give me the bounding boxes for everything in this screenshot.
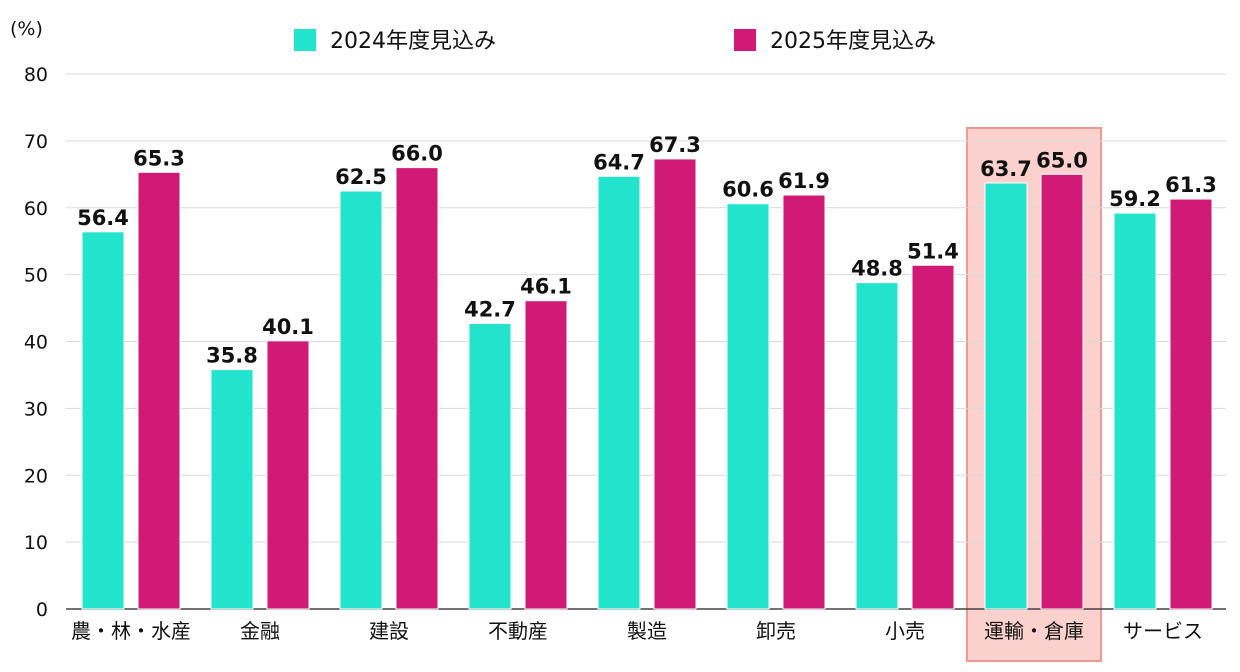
bar-series2 [266, 340, 310, 610]
legend-label: 2025年度見込み [770, 29, 936, 54]
value-label: 56.4 [77, 206, 129, 230]
value-label: 63.7 [980, 157, 1032, 181]
y-tick-label: 30 [24, 398, 48, 420]
bar-series1 [210, 369, 254, 610]
value-label: 60.6 [722, 178, 774, 202]
value-label: 46.1 [520, 275, 572, 299]
value-label: 40.1 [262, 315, 314, 339]
value-label: 65.0 [1036, 148, 1088, 172]
category-label: 製造 [627, 619, 667, 643]
bar-series1 [468, 322, 512, 610]
legend-swatch [294, 29, 316, 51]
value-label: 48.8 [851, 257, 903, 281]
y-tick-label: 60 [24, 198, 48, 220]
value-label: 67.3 [649, 133, 701, 157]
bar-series2 [911, 264, 955, 610]
bar-series2 [1169, 198, 1213, 610]
bar-series1 [81, 231, 125, 610]
bar-series2 [137, 171, 181, 610]
value-label: 35.8 [206, 344, 258, 368]
bar-series2 [782, 194, 826, 610]
bar-series2 [395, 167, 439, 610]
gridlines [66, 73, 1226, 610]
legend-label: 2024年度見込み [330, 29, 496, 54]
value-label: 61.3 [1165, 173, 1217, 197]
value-label: 61.9 [778, 169, 830, 193]
value-label: 59.2 [1109, 187, 1161, 211]
category-label: サービス [1123, 619, 1203, 643]
bar-series1 [339, 190, 383, 610]
value-label: 64.7 [593, 150, 645, 174]
category-label: 小売 [885, 619, 925, 643]
value-label: 51.4 [907, 239, 959, 263]
value-label: 42.7 [464, 297, 516, 321]
y-axis-unit-label: (%) [10, 18, 43, 40]
legend-swatch [734, 29, 756, 51]
bar-series1 [726, 203, 770, 610]
legend: 2024年度見込み 2025年度見込み [294, 29, 936, 54]
value-label: 66.0 [391, 142, 443, 166]
category-label: 運輸・倉庫 [984, 619, 1084, 643]
bar-series1 [1113, 212, 1157, 610]
category-label: 建設 [369, 619, 409, 643]
y-tick-label: 50 [24, 265, 48, 287]
bar-series2 [653, 158, 697, 610]
category-label: 農・林・水産 [71, 619, 191, 643]
bar-series2 [524, 300, 568, 610]
bar-series1 [855, 282, 899, 610]
category-label: 金融 [240, 619, 280, 643]
value-label: 65.3 [133, 146, 185, 170]
x-axis-categories: 農・林・水産 金融 建設 不動産 製造 卸売 小売 運輸・倉庫 サービス [71, 619, 1203, 643]
bars [81, 158, 1213, 610]
y-tick-label: 80 [24, 64, 48, 86]
y-axis-ticks: 0 10 20 30 40 50 60 70 80 [24, 64, 48, 621]
value-label: 62.5 [335, 165, 387, 189]
category-label: 不動産 [488, 619, 548, 643]
y-tick-label: 0 [36, 599, 48, 621]
y-tick-label: 20 [24, 465, 48, 487]
bar-series1 [597, 175, 641, 610]
bar-series1 [984, 182, 1028, 610]
y-tick-label: 10 [24, 532, 48, 554]
value-labels: 56.4 65.3 35.840.1 62.566.0 42.746.1 64.767.3… [77, 133, 1217, 368]
y-tick-label: 70 [24, 131, 48, 153]
bar-series2 [1040, 173, 1084, 610]
y-tick-label: 40 [24, 332, 48, 354]
category-label: 卸売 [756, 619, 796, 643]
